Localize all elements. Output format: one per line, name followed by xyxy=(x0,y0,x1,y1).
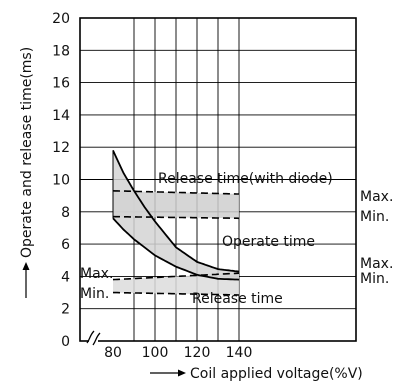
series-line xyxy=(112,217,240,281)
y-tick-label: 20 xyxy=(52,11,70,27)
y-tick-label: 8 xyxy=(61,205,70,221)
y-tick-label: 2 xyxy=(61,302,70,318)
y-tick-label: 16 xyxy=(52,76,70,92)
y-tick-label: 12 xyxy=(52,140,70,156)
series-line xyxy=(112,190,239,195)
annotation-operate-time: Operate time xyxy=(222,234,315,250)
series-line xyxy=(113,291,240,296)
axis-break-symbol xyxy=(86,330,101,348)
label-max-right-mid: Max. xyxy=(360,256,393,272)
y-tick-label: 10 xyxy=(52,173,70,189)
axis-break-stroke xyxy=(92,332,101,346)
tick-labels: 0 2 4 6 8 10 12 14 16 18 20 80 100 120 140 xyxy=(52,11,252,361)
y-axis-arrow-head xyxy=(22,262,30,270)
annotation-release-time: Release time xyxy=(192,291,283,307)
x-tick-label: 140 xyxy=(226,345,253,361)
y-tick-label: 0 xyxy=(61,334,70,350)
annotation-release-diode: Release time(with diode) xyxy=(158,171,333,187)
x-axis-label: Coil applied voltage(%V) xyxy=(190,366,363,381)
x-tick-label: 100 xyxy=(142,345,169,361)
series-line xyxy=(112,215,240,220)
plot-frame xyxy=(79,17,357,342)
x-tick-label: 120 xyxy=(184,345,211,361)
label-min-left: Min. xyxy=(80,286,109,302)
y-tick-label: 14 xyxy=(52,108,70,124)
y-tick-label: 4 xyxy=(61,269,70,285)
y-tick-label: 6 xyxy=(61,237,70,253)
series-line xyxy=(112,272,240,281)
series-band xyxy=(113,273,239,295)
x-axis-label-group: Coil applied voltage(%V) xyxy=(150,366,363,381)
x-tick-label: 80 xyxy=(104,345,122,361)
label-max-left: Max. xyxy=(80,266,113,282)
y-axis-label-group: Operate and release time(ms) xyxy=(19,47,35,298)
y-tick-label: 18 xyxy=(52,43,70,59)
axis-break-gap xyxy=(89,330,98,348)
x-axis-arrow-head xyxy=(178,369,186,377)
series-lines xyxy=(112,150,240,296)
axis-break-stroke xyxy=(86,330,95,344)
y-axis-label: Operate and release time(ms) xyxy=(19,47,35,258)
series-line xyxy=(112,150,240,273)
label-min-right-top: Min. xyxy=(360,209,389,225)
label-min-right-mid: Min. xyxy=(360,271,389,287)
label-max-right-top: Max. xyxy=(360,189,393,205)
